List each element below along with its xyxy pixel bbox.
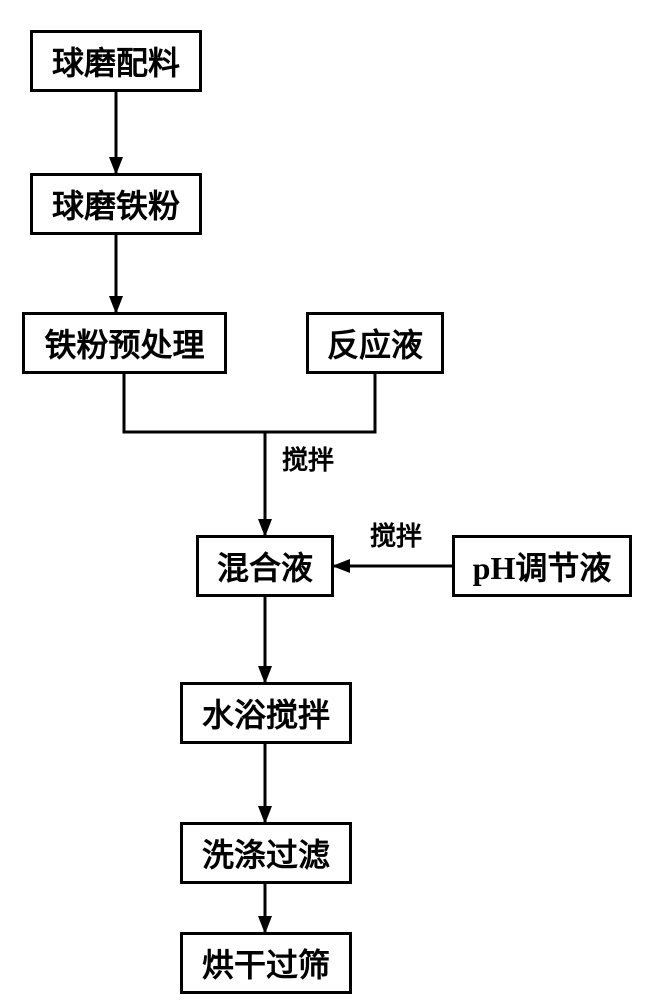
flow-node-label: 洗涤过滤 (202, 830, 330, 876)
edge-label: 搅拌 (370, 516, 422, 553)
flow-node-label: 反应液 (327, 320, 423, 366)
flow-node-n7: 水浴搅拌 (180, 682, 352, 744)
flow-node-n2: 球磨铁粉 (30, 173, 202, 235)
flow-node-label: 水浴搅拌 (202, 690, 330, 736)
flow-node-label: 球磨铁粉 (52, 181, 180, 227)
flow-node-label: 铁粉预处理 (44, 320, 204, 366)
flow-node-n1: 球磨配料 (30, 30, 202, 92)
flow-node-label: 球磨配料 (52, 38, 180, 84)
flow-node-n6: pH调节液 (452, 535, 632, 597)
flow-node-n8: 洗涤过滤 (180, 822, 352, 884)
flow-node-n4: 反应液 (306, 312, 444, 374)
flow-node-label: pH调节液 (473, 543, 612, 589)
flow-node-label: 混合液 (217, 543, 313, 589)
flow-node-n9: 烘干过筛 (180, 932, 352, 994)
flow-node-label: 烘干过筛 (202, 940, 330, 986)
flowchart-canvas: 搅拌搅拌球磨配料球磨铁粉铁粉预处理反应液混合液pH调节液水浴搅拌洗涤过滤烘干过筛 (0, 0, 672, 1000)
flow-node-n5: 混合液 (196, 535, 334, 597)
edge-label: 搅拌 (282, 440, 334, 477)
flow-node-n3: 铁粉预处理 (22, 312, 227, 374)
